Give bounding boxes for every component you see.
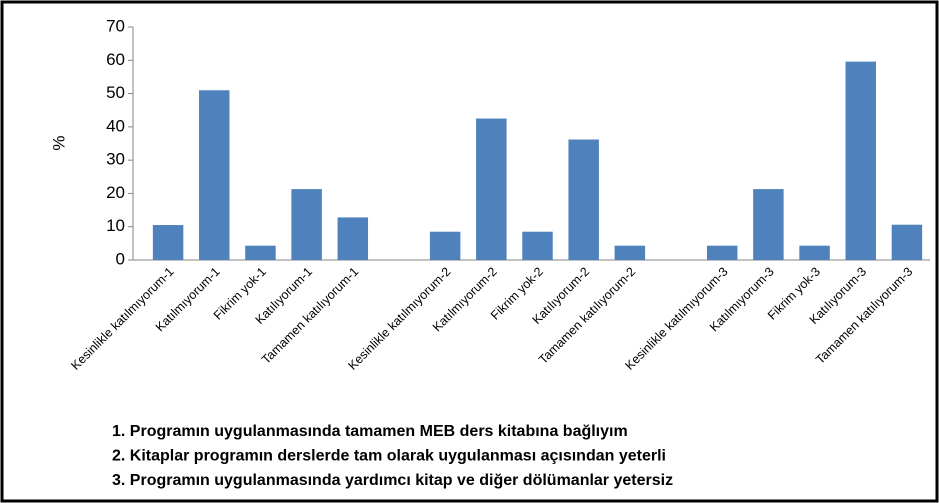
note: 3. Programın uygulanmasında yardımcı kit…: [112, 472, 673, 489]
bar: [199, 90, 230, 260]
y-axis-label: %: [49, 135, 68, 150]
y-tick-label: 30: [106, 150, 125, 169]
bar: [291, 189, 322, 260]
y-tick-label: 50: [106, 83, 125, 102]
bar: [845, 61, 876, 260]
y-tick-label: 20: [106, 183, 125, 202]
note: 1. Programın uygulanmasında tamamen MEB …: [112, 423, 628, 440]
y-tick-label: 10: [106, 216, 125, 235]
bar: [799, 245, 830, 260]
y-tick-label: 60: [106, 50, 125, 69]
y-tick-label: 40: [106, 116, 125, 135]
bar: [476, 118, 507, 261]
bar: [522, 231, 553, 260]
y-tick-label: 70: [106, 16, 125, 35]
bar: [337, 217, 369, 260]
bar: [429, 231, 461, 260]
y-tick-label: 0: [116, 249, 125, 268]
bar: [891, 224, 923, 260]
bar: [753, 189, 784, 260]
bar: [568, 139, 599, 260]
note: 2. Kitaplar programın derslerde tam olar…: [112, 448, 666, 465]
bar: [152, 225, 184, 260]
bar: [614, 245, 646, 260]
bar: [245, 245, 276, 260]
bar: [706, 245, 738, 260]
